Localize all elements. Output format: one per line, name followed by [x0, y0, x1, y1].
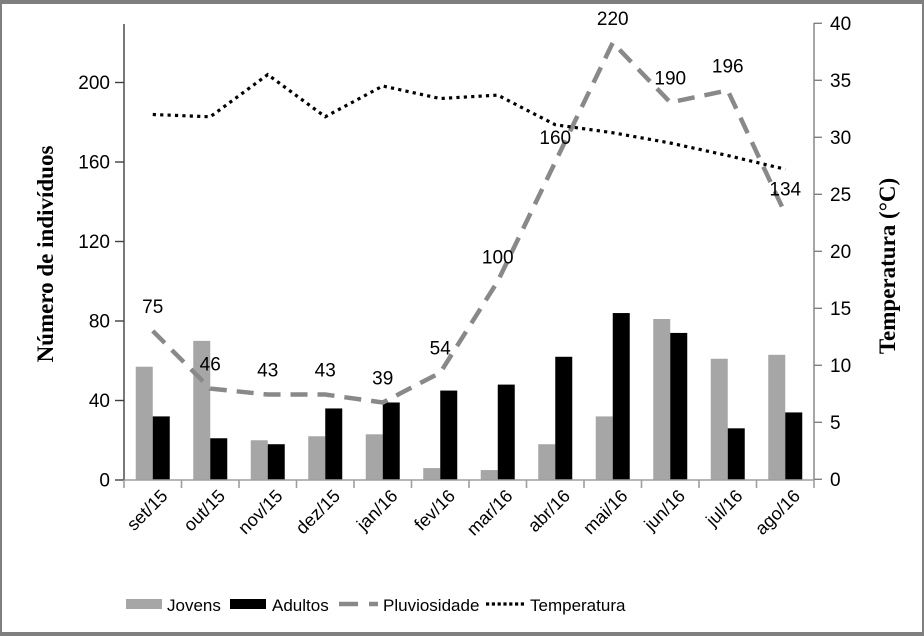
right-axis-tick-label: 40	[830, 14, 851, 35]
right-axis-tick-label: 25	[830, 185, 851, 206]
bar-jovens-dez-15	[308, 436, 326, 480]
x-axis-label-set-15: set/15	[123, 486, 172, 535]
bar-jovens-fev-16	[423, 468, 441, 480]
left-axis-tick-label: 200	[78, 73, 110, 94]
left-axis-title: Número de indivíduos	[33, 145, 58, 363]
bar-adultos-mar-16	[497, 384, 515, 480]
legend-swatch-jovens	[126, 599, 162, 609]
x-axis-label-jul-16: jul/16	[701, 486, 746, 531]
right-axis-tick-label: 20	[830, 242, 851, 263]
legend-label-pluviosidade: Pluviosidade	[383, 596, 479, 615]
pluviosidade-data-label: 43	[257, 361, 278, 382]
bar-adultos-jul-16	[727, 428, 745, 480]
right-axis-tick-label: 10	[830, 356, 851, 377]
x-axis-label-dez-15: dez/15	[292, 486, 344, 538]
x-axis-label-jun-16: jun/16	[640, 486, 690, 536]
bar-adultos-mai-16	[612, 313, 630, 480]
pluviosidade-data-label: 196	[712, 56, 744, 77]
legend-label-temperatura: Temperatura	[530, 596, 626, 615]
bar-jovens-nov-15	[250, 440, 268, 480]
x-axis-label-mar-16: mar/16	[463, 486, 517, 540]
right-axis-title: Temperatura (°C)	[875, 177, 900, 355]
bar-adultos-dez-15	[325, 408, 343, 480]
left-axis-tick-label: 0	[99, 471, 110, 492]
pluviosidade-data-label: 100	[482, 247, 514, 268]
left-axis-tick-label: 120	[78, 232, 110, 253]
temperatura-line	[152, 72, 786, 171]
x-axis-label-out-15: out/15	[180, 486, 230, 536]
right-axis-tick-label: 15	[830, 299, 851, 320]
bar-adultos-ago-16	[785, 412, 803, 480]
bar-jovens-set-15	[135, 366, 153, 480]
right-axis-tick-label: 35	[830, 71, 851, 92]
pluviosidade-line	[151, 38, 788, 405]
left-axis-tick-label: 40	[89, 391, 110, 412]
pluviosidade-data-label: 134	[769, 180, 801, 201]
legend-swatch-adultos	[230, 599, 266, 609]
bar-adultos-set-15	[152, 416, 170, 480]
right-axis-tick-label: 5	[830, 413, 841, 434]
x-axis-label-nov-15: nov/15	[234, 486, 286, 538]
pluviosidade-data-label: 43	[315, 361, 336, 382]
bar-jovens-ago-16	[768, 354, 786, 480]
pluviosidade-data-label: 75	[142, 297, 163, 318]
bar-adultos-fev-16	[440, 390, 458, 480]
left-axis-tick-label: 80	[89, 312, 110, 333]
right-axis-tick-label: 0	[830, 470, 841, 491]
x-axis-label-jan-16: jan/16	[352, 486, 402, 536]
pluviosidade-data-label: 220	[597, 9, 629, 30]
x-axis-label-fev-16: fev/16	[410, 486, 459, 535]
pluviosidade-data-label: 46	[200, 355, 221, 376]
right-axis-tick-label: 30	[830, 128, 851, 149]
legend-label-jovens: Jovens	[167, 596, 221, 615]
x-axis-label-ago-16: ago/16	[751, 486, 804, 539]
bar-jovens-mai-16	[595, 416, 613, 480]
pluviosidade-data-label: 39	[372, 368, 393, 389]
bar-jovens-abr-16	[538, 444, 556, 480]
bar-jovens-jul-16	[710, 358, 728, 480]
x-axis-label-abr-16: abr/16	[524, 486, 574, 536]
bar-adultos-abr-16	[555, 356, 573, 480]
bar-jovens-mar-16	[480, 470, 498, 480]
bar-adultos-jun-16	[670, 332, 688, 480]
left-axis-tick-label: 160	[78, 153, 110, 174]
pluviosidade-data-label: 160	[539, 128, 571, 149]
pluviosidade-data-label: 190	[654, 68, 686, 89]
bar-jovens-jan-16	[365, 434, 383, 480]
bar-adultos-nov-15	[267, 444, 285, 480]
bar-adultos-out-15	[210, 438, 228, 480]
pluviosidade-data-label: 54	[430, 339, 452, 360]
x-axis-label-mai-16: mai/16	[579, 486, 631, 538]
bar-jovens-jun-16	[653, 319, 671, 480]
legend-label-adultos: Adultos	[272, 596, 329, 615]
bar-adultos-jan-16	[382, 402, 400, 480]
